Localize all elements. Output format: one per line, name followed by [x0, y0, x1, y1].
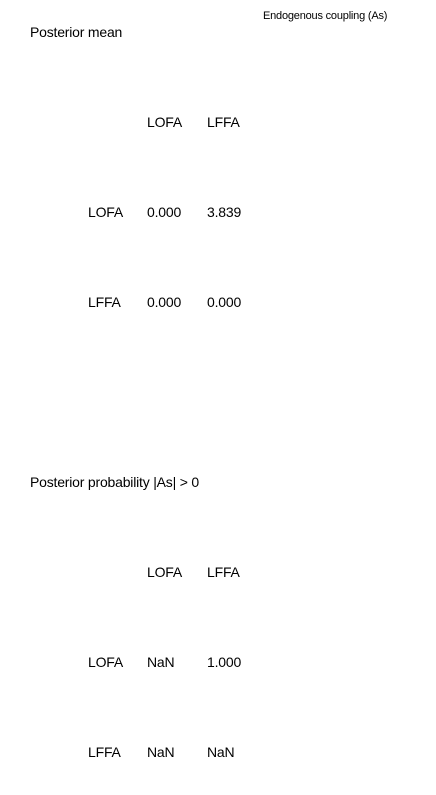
row-label-lffa: LFFA [88, 295, 121, 309]
cell-lofa-lofa: 0.000 [147, 205, 181, 219]
row-label-lofa: LOFA [88, 655, 123, 669]
column-header-lffa: LFFA [207, 565, 240, 579]
row-label-lofa: LOFA [88, 205, 123, 219]
row-label-lffa: LFFA [88, 745, 121, 759]
cell-lofa-lofa: NaN [147, 655, 174, 669]
cell-lffa-lofa: 0.000 [147, 295, 181, 309]
cell-lffa-lofa: NaN [147, 745, 174, 759]
section-title-posterior-probability: Posterior probability |As| > 0 [30, 475, 199, 489]
column-header-lffa: LFFA [207, 115, 240, 129]
cell-lffa-lffa: NaN [207, 745, 234, 759]
figure-title: Endogenous coupling (As) [263, 11, 387, 22]
column-header-lofa: LOFA [147, 565, 182, 579]
cell-lofa-lffa: 3.839 [207, 205, 241, 219]
column-header-lofa: LOFA [147, 115, 182, 129]
cell-lffa-lffa: 0.000 [207, 295, 241, 309]
cell-lofa-lffa: 1.000 [207, 655, 241, 669]
section-title-posterior-mean: Posterior mean [30, 25, 122, 39]
